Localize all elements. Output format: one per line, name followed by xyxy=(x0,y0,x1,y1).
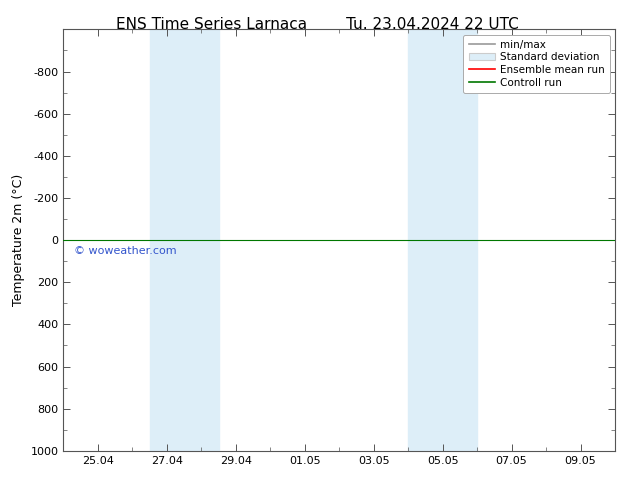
Y-axis label: Temperature 2m (°C): Temperature 2m (°C) xyxy=(12,174,25,306)
Text: ENS Time Series Larnaca        Tu. 23.04.2024 22 UTC: ENS Time Series Larnaca Tu. 23.04.2024 2… xyxy=(115,17,519,32)
Bar xyxy=(443,29,477,451)
Legend: min/max, Standard deviation, Ensemble mean run, Controll run: min/max, Standard deviation, Ensemble me… xyxy=(463,35,610,93)
Bar xyxy=(150,29,184,451)
Bar xyxy=(408,29,443,451)
Text: © woweather.com: © woweather.com xyxy=(74,246,176,256)
Bar xyxy=(184,29,219,451)
